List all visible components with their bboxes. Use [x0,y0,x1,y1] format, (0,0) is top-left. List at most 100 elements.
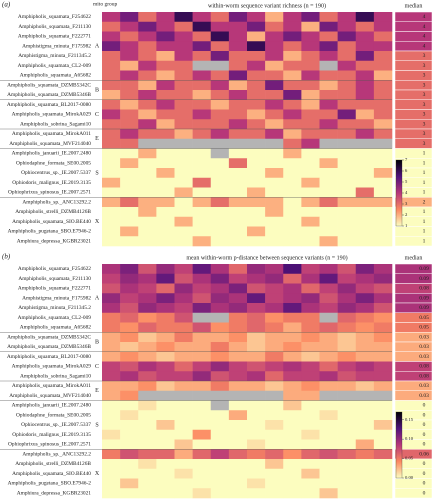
missing-cell [373,390,393,401]
heat-cell [156,109,175,120]
heat-cell [373,410,393,421]
heat-cell [210,449,230,460]
heat-cell [355,478,375,489]
heat-cell [228,478,248,489]
heat-cell [120,226,139,237]
heat-cell [265,459,284,470]
panel-label: (b) [2,253,11,261]
row-label: Amphipholis_squamata_MirokA011 [12,383,91,389]
heat-cell [174,60,193,71]
row-label: Ophiophrixus_spinosus_IE.2007.2571 [8,190,91,196]
heat-cell [174,168,193,179]
heat-cell [319,129,338,140]
heat-cell [337,158,357,169]
heat-cell [120,449,139,460]
heat-cell [355,31,375,42]
heat-cell [102,390,121,401]
heat-cell [210,41,230,52]
heat-cell [301,488,320,499]
heat-cell [156,148,175,159]
panel-title: mean within-worm p-distance between sequ… [186,254,347,261]
heat-cell [337,459,357,470]
heat-cell [283,138,302,149]
heat-cell [373,420,393,431]
heat-cell [373,361,393,372]
heat-cell [192,51,212,62]
row-label: Amphipholis_squamata_F222771 [18,34,91,40]
heat-cell [265,158,284,169]
heat-cell [120,312,139,323]
heat-cell [373,351,393,362]
heat-cell [138,119,157,130]
missing-cell [192,60,212,71]
median-label: 0.09 [419,276,429,282]
heat-cell [337,21,357,32]
heat-cell [319,51,338,62]
heat-cell [102,12,121,23]
heat-cell [120,236,139,247]
heat-cell [120,293,139,304]
heat-cell [337,410,357,421]
heat-cell [228,400,248,411]
heat-cell [156,129,175,140]
heat-cell [174,429,193,440]
heat-cell [192,429,212,440]
heat-cell [301,80,320,91]
heat-cell [373,109,393,120]
heat-cell [283,90,302,101]
heat-cell [373,21,393,32]
heat-cell [319,468,338,479]
heat-cell [355,80,375,91]
row-label: Amphistigma_minuta_F175982 [22,43,91,49]
heat-cell [174,216,193,227]
median-label: 1 [423,229,426,235]
heat-cell [228,31,248,42]
heat-cell [120,207,139,218]
heat-cell [247,459,266,470]
median-cell [394,89,433,100]
heat-cell [102,351,121,362]
heat-cell [301,109,320,120]
median-cell [394,31,433,42]
heat-cell [373,468,393,479]
heat-cell [301,226,320,237]
heat-cell [228,283,248,294]
heat-cell [138,283,157,294]
heat-cell [283,31,302,42]
heat-cell [265,31,284,42]
row-label: Amphipholis_pugetana_SBO.E7946-2 [8,481,92,487]
heat-cell [337,361,357,372]
heat-cell [192,420,212,431]
heat-cell [247,488,266,499]
median-label: 1 [423,180,426,186]
heat-cell [373,226,393,237]
median-cell [394,99,433,110]
heat-cell [373,90,393,101]
median-label: 2 [423,199,426,205]
heat-cell [319,381,338,392]
heat-cell [265,60,284,71]
median-label: 0.03 [419,344,429,350]
median-label: 0.09 [419,295,429,301]
heat-cell [228,41,248,52]
heat-cell [265,236,284,247]
heat-cell [265,129,284,140]
heat-cell [319,488,338,499]
heat-cell [265,90,284,101]
heat-cell [210,187,230,198]
row-label: Amphipholis_strelli_DZMB4126B [15,209,91,215]
heat-cell [301,390,320,401]
heat-cell [355,400,375,411]
heat-cell [102,488,121,499]
missing-cell [319,60,338,71]
heat-cell [156,80,175,91]
group-label: C [95,364,99,370]
heat-cell [120,60,139,71]
colorbar-tick-label: 5 [405,179,408,184]
median-cell [394,226,433,237]
heat-cell [283,197,302,208]
heat-cell [301,41,320,52]
heat-cell [210,351,230,362]
heat-cell [265,420,284,431]
heat-cell [156,342,175,353]
